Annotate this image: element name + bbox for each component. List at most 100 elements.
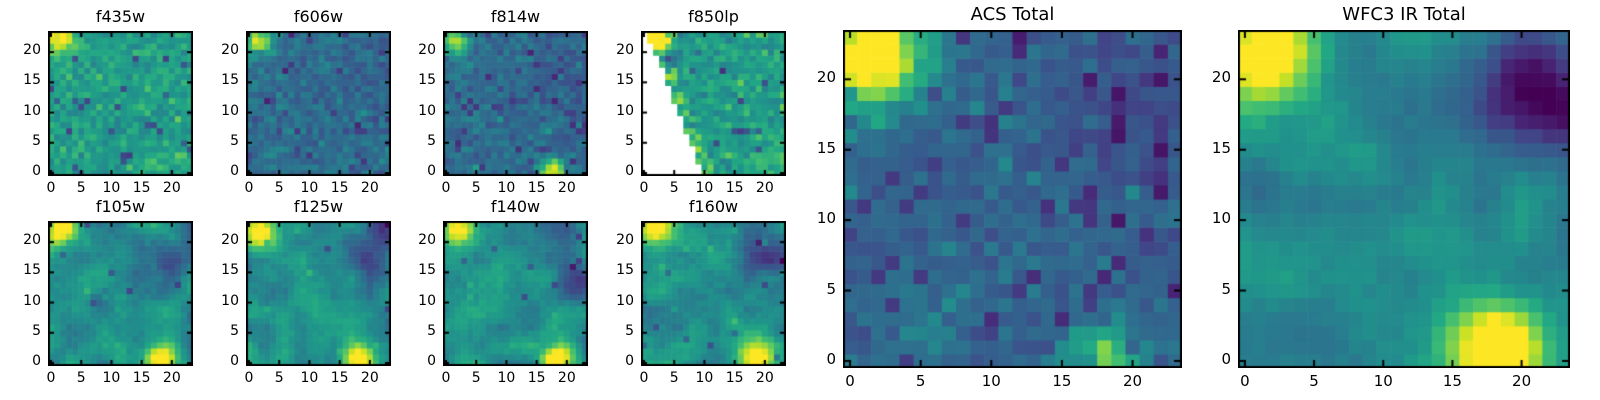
- x-tick-label-f105w: 10: [102, 370, 121, 386]
- panel-title-f105w: f105w: [95, 197, 146, 216]
- y-tick-label-f140w: 0: [427, 352, 436, 369]
- y-tick-label-f606w: 20: [221, 42, 239, 59]
- x-tick-label-acs-total: 15: [1052, 372, 1072, 390]
- x-tick-label-f435w: 5: [76, 180, 86, 196]
- x-tick-label-f160w: 0: [639, 370, 649, 386]
- y-tick-label-f435w: 15: [23, 72, 41, 89]
- panel-title-f435w: f435w: [95, 7, 146, 26]
- y-tick-label-f125w: 5: [230, 322, 239, 339]
- heatmap-f140w: [443, 221, 588, 366]
- y-tick-label-wfc3-ir-total: 15: [1211, 138, 1231, 157]
- y-tick-label-f850lp: 15: [616, 72, 634, 89]
- y-tick-label-acs-total: 10: [816, 209, 836, 228]
- y-tick-label-f125w: 10: [221, 292, 239, 309]
- x-tick-label-f850lp: 20: [755, 180, 774, 196]
- y-tick-label-f140w: 10: [418, 292, 436, 309]
- panel-title-acs-total: ACS Total: [970, 4, 1055, 25]
- x-tick-label-acs-total: 10: [981, 372, 1001, 390]
- heatmap-f105w: [48, 221, 193, 366]
- x-tick-label-f606w: 15: [330, 180, 349, 196]
- x-tick-label-f435w: 10: [102, 180, 121, 196]
- y-tick-label-acs-total: 20: [816, 68, 836, 87]
- y-tick-label-acs-total: 15: [816, 138, 836, 157]
- y-tick-label-f160w: 20: [616, 232, 634, 249]
- x-tick-label-f814w: 15: [527, 180, 546, 196]
- x-tick-label-wfc3-ir-total: 15: [1442, 372, 1462, 390]
- panel-title-f814w: f814w: [490, 7, 541, 26]
- x-tick-label-f140w: 5: [471, 370, 481, 386]
- y-tick-label-f125w: 20: [221, 232, 239, 249]
- y-tick-label-f105w: 20: [23, 232, 41, 249]
- y-tick-label-f850lp: 0: [625, 162, 634, 179]
- heatmap-f160w: [641, 221, 786, 366]
- y-tick-label-f125w: 15: [221, 262, 239, 279]
- x-tick-label-f105w: 15: [132, 370, 151, 386]
- x-tick-label-f435w: 20: [162, 180, 181, 196]
- panel-title-f125w: f125w: [293, 197, 344, 216]
- x-tick-label-f140w: 15: [527, 370, 546, 386]
- x-tick-label-f125w: 10: [300, 370, 319, 386]
- y-tick-label-f105w: 5: [32, 322, 41, 339]
- y-tick-label-f435w: 10: [23, 102, 41, 119]
- x-tick-label-f140w: 0: [441, 370, 451, 386]
- x-tick-label-f435w: 15: [132, 180, 151, 196]
- y-tick-label-f814w: 10: [418, 102, 436, 119]
- x-tick-label-acs-total: 20: [1123, 372, 1143, 390]
- panel-title-f160w: f160w: [688, 197, 739, 216]
- heatmap-f814w: [443, 31, 588, 176]
- y-tick-label-f850lp: 20: [616, 42, 634, 59]
- heatmap-f435w: [48, 31, 193, 176]
- y-tick-label-f160w: 5: [625, 322, 634, 339]
- y-tick-label-f125w: 0: [230, 352, 239, 369]
- y-tick-label-f814w: 5: [427, 132, 436, 149]
- x-tick-label-wfc3-ir-total: 10: [1373, 372, 1393, 390]
- y-tick-label-f435w: 0: [32, 162, 41, 179]
- y-tick-label-f850lp: 10: [616, 102, 634, 119]
- heatmap-f125w: [246, 221, 391, 366]
- x-tick-label-f850lp: 15: [725, 180, 744, 196]
- x-tick-label-f814w: 20: [557, 180, 576, 196]
- y-tick-label-acs-total: 5: [826, 279, 836, 298]
- x-tick-label-acs-total: 0: [845, 372, 855, 390]
- y-tick-label-f140w: 5: [427, 322, 436, 339]
- y-tick-label-f606w: 10: [221, 102, 239, 119]
- panel-title-f140w: f140w: [490, 197, 541, 216]
- x-tick-label-f160w: 20: [755, 370, 774, 386]
- x-tick-label-f105w: 5: [76, 370, 86, 386]
- y-tick-label-wfc3-ir-total: 10: [1211, 209, 1231, 228]
- y-tick-label-f850lp: 5: [625, 132, 634, 149]
- y-tick-label-f105w: 15: [23, 262, 41, 279]
- x-tick-label-wfc3-ir-total: 20: [1512, 372, 1532, 390]
- x-tick-label-f606w: 5: [274, 180, 284, 196]
- heatmap-acs-total: [843, 30, 1182, 368]
- y-tick-label-f814w: 20: [418, 42, 436, 59]
- x-tick-label-f160w: 5: [669, 370, 679, 386]
- y-tick-label-f814w: 0: [427, 162, 436, 179]
- x-tick-label-f125w: 15: [330, 370, 349, 386]
- y-tick-label-f105w: 0: [32, 352, 41, 369]
- heatmap-f850lp: [641, 31, 786, 176]
- x-tick-label-f435w: 0: [46, 180, 56, 196]
- y-tick-label-f606w: 5: [230, 132, 239, 149]
- x-tick-label-f125w: 20: [360, 370, 379, 386]
- y-tick-label-f160w: 15: [616, 262, 634, 279]
- x-tick-label-wfc3-ir-total: 0: [1240, 372, 1250, 390]
- y-tick-label-f814w: 15: [418, 72, 436, 89]
- y-tick-label-f606w: 15: [221, 72, 239, 89]
- x-tick-label-f814w: 5: [471, 180, 481, 196]
- panel-title-f850lp: f850lp: [688, 7, 739, 26]
- x-tick-label-f850lp: 5: [669, 180, 679, 196]
- x-tick-label-f125w: 0: [244, 370, 254, 386]
- y-tick-label-f105w: 10: [23, 292, 41, 309]
- x-tick-label-f105w: 0: [46, 370, 56, 386]
- y-tick-label-f140w: 20: [418, 232, 436, 249]
- y-tick-label-f606w: 0: [230, 162, 239, 179]
- x-tick-label-f160w: 10: [695, 370, 714, 386]
- heatmap-f606w: [246, 31, 391, 176]
- x-tick-label-f606w: 10: [300, 180, 319, 196]
- y-tick-label-f160w: 0: [625, 352, 634, 369]
- x-tick-label-f850lp: 0: [639, 180, 649, 196]
- heatmap-wfc3-ir-total: [1238, 30, 1570, 368]
- x-tick-label-f814w: 10: [497, 180, 516, 196]
